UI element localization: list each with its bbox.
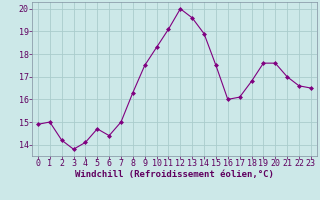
X-axis label: Windchill (Refroidissement éolien,°C): Windchill (Refroidissement éolien,°C) xyxy=(75,170,274,179)
